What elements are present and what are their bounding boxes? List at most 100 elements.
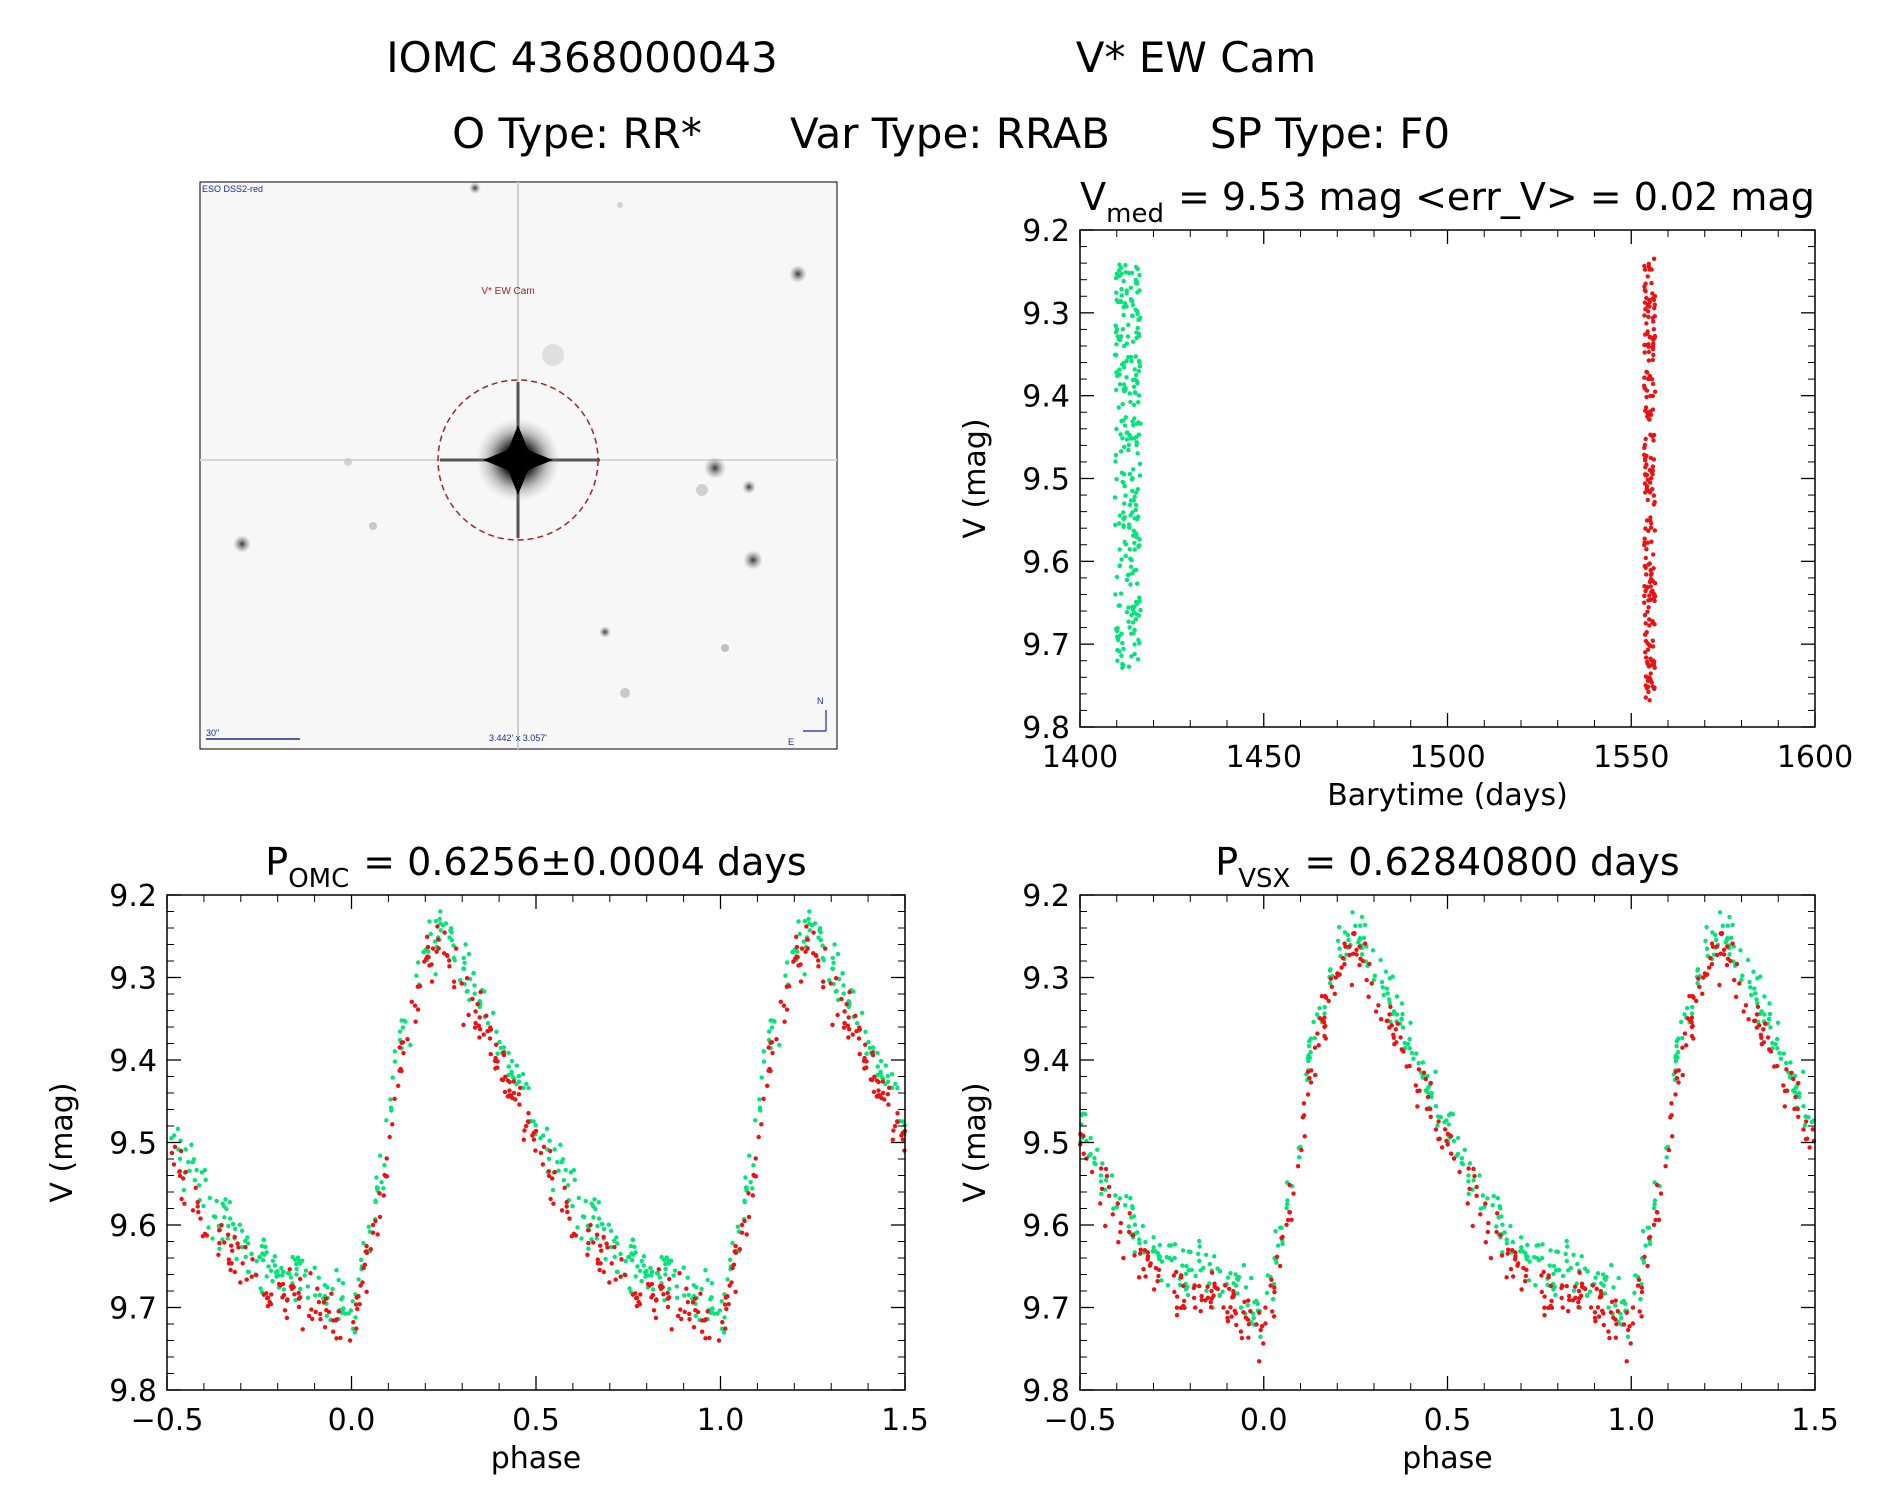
point-camera1 xyxy=(452,958,457,963)
point-camera2 xyxy=(1724,962,1730,968)
point-camera2 xyxy=(280,1295,285,1300)
point-camera2 xyxy=(854,1029,859,1034)
point-camera2 xyxy=(434,949,439,954)
point-camera1 xyxy=(639,1258,644,1264)
point-camera2 xyxy=(265,1296,270,1301)
point-camera1 xyxy=(1122,301,1128,306)
point-camera1 xyxy=(1112,352,1118,357)
point-camera1 xyxy=(606,1222,611,1227)
point-camera2 xyxy=(1197,1283,1202,1289)
point-camera2 xyxy=(732,1249,737,1254)
point-camera1 xyxy=(1138,607,1143,613)
x-tick-label: 1.0 xyxy=(697,1403,745,1438)
point-camera2 xyxy=(179,1196,184,1202)
point-camera1 xyxy=(1575,1261,1580,1267)
point-camera2 xyxy=(1302,1134,1307,1139)
point-camera2 xyxy=(853,1013,858,1018)
point-camera2 xyxy=(1624,1359,1629,1364)
point-camera1 xyxy=(497,1039,502,1045)
point-camera1 xyxy=(1399,1016,1405,1022)
point-camera2 xyxy=(1613,1317,1618,1322)
point-camera1 xyxy=(1207,1261,1213,1267)
point-camera2 xyxy=(839,996,844,1002)
point-camera2 xyxy=(351,1320,356,1325)
point-camera2 xyxy=(1644,342,1649,348)
point-camera2 xyxy=(1763,1021,1768,1026)
point-camera1 xyxy=(1358,923,1363,928)
finder-target-label: V* EW Cam xyxy=(481,286,534,297)
point-camera1 xyxy=(583,1198,588,1204)
point-camera1 xyxy=(1370,948,1376,953)
x-axis-label: phase xyxy=(1402,1441,1493,1476)
point-camera2 xyxy=(1639,1314,1644,1319)
point-camera1 xyxy=(1739,977,1744,983)
point-camera2 xyxy=(1642,263,1647,269)
point-camera1 xyxy=(802,972,807,977)
point-camera1 xyxy=(790,950,796,955)
point-camera2 xyxy=(1488,1255,1494,1261)
point-camera1 xyxy=(1551,1271,1556,1277)
subtitle-vartype: Var Type: RRAB xyxy=(790,109,1110,158)
point-camera1 xyxy=(1547,1263,1553,1268)
point-camera1 xyxy=(885,1073,890,1079)
point-camera1 xyxy=(1713,932,1718,938)
point-camera1 xyxy=(580,1214,586,1219)
point-camera1 xyxy=(1387,1001,1393,1006)
point-camera1 xyxy=(1159,1278,1164,1283)
x-tick-label: 1400 xyxy=(1042,740,1118,775)
point-camera1 xyxy=(1619,1315,1624,1321)
point-camera2 xyxy=(1299,1147,1304,1153)
point-camera1 xyxy=(1130,313,1135,318)
point-camera2 xyxy=(238,1280,243,1285)
point-camera1 xyxy=(832,942,837,947)
point-camera1 xyxy=(373,1198,378,1203)
point-camera1 xyxy=(1767,1001,1772,1006)
point-camera1 xyxy=(830,966,836,971)
point-camera1 xyxy=(1132,610,1137,615)
point-camera2 xyxy=(507,1088,512,1093)
point-camera1 xyxy=(1611,1285,1616,1290)
point-camera2 xyxy=(690,1300,696,1305)
point-camera1 xyxy=(1407,1036,1412,1042)
point-camera2 xyxy=(1772,1064,1777,1069)
point-camera1 xyxy=(432,939,438,944)
point-camera1 xyxy=(177,1156,183,1162)
point-camera2 xyxy=(470,996,475,1002)
point-camera1 xyxy=(1409,1050,1415,1056)
point-camera2 xyxy=(415,1007,421,1012)
point-camera2 xyxy=(384,1174,390,1179)
point-camera2 xyxy=(1337,972,1342,977)
point-camera1 xyxy=(1126,605,1131,610)
point-camera1 xyxy=(1664,1155,1669,1160)
point-camera2 xyxy=(665,1290,670,1296)
point-camera2 xyxy=(268,1302,274,1307)
point-camera2 xyxy=(1733,994,1739,999)
point-camera1 xyxy=(1134,335,1139,341)
point-camera1 xyxy=(703,1268,708,1273)
point-camera1 xyxy=(1680,1035,1685,1041)
point-camera1 xyxy=(220,1201,225,1206)
point-camera1 xyxy=(1135,657,1141,662)
point-camera2 xyxy=(1648,518,1653,523)
point-camera2 xyxy=(675,1313,681,1319)
point-camera1 xyxy=(1119,653,1124,658)
point-camera2 xyxy=(1710,944,1716,949)
point-camera2 xyxy=(1642,600,1647,605)
point-camera2 xyxy=(1642,452,1647,457)
point-camera1 xyxy=(1186,1268,1191,1273)
point-camera2 xyxy=(1643,588,1648,594)
point-camera1 xyxy=(1130,302,1136,308)
point-camera1 xyxy=(1478,1206,1484,1211)
point-camera1 xyxy=(875,1050,880,1056)
point-camera1 xyxy=(796,919,801,924)
point-camera2 xyxy=(387,1134,392,1140)
point-camera2 xyxy=(820,979,826,984)
point-camera2 xyxy=(1104,1173,1110,1179)
point-camera2 xyxy=(1663,1164,1668,1169)
y-tick-label: 9.8 xyxy=(1022,711,1070,746)
point-camera2 xyxy=(1653,1217,1658,1223)
point-camera2 xyxy=(1737,981,1742,986)
point-camera2 xyxy=(868,1077,873,1082)
point-camera2 xyxy=(1651,438,1656,443)
point-camera2 xyxy=(356,1294,361,1299)
